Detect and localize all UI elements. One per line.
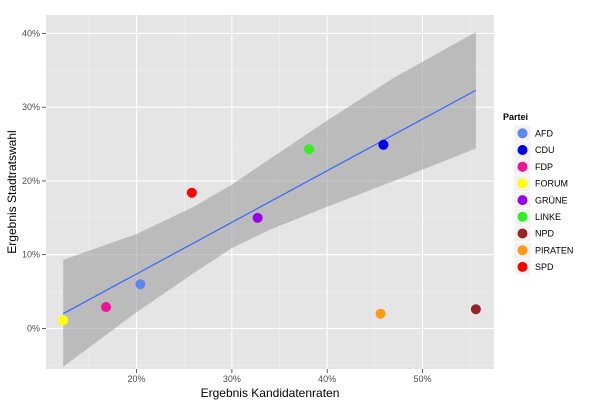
- y-tick-label: 30%: [22, 102, 40, 112]
- legend: Partei AFD CDU FDP FORUM GRÜNE LINKE NPD PIRATE…: [503, 112, 573, 276]
- legend-swatch-cdu: [517, 145, 528, 155]
- x-tick-label: 30%: [223, 374, 241, 384]
- point-fdp: [101, 302, 112, 313]
- point-cdu: [378, 139, 389, 150]
- legend-label: FORUM: [535, 179, 568, 189]
- x-tick-label: 20%: [128, 374, 146, 384]
- legend-items: AFD CDU FDP FORUM GRÜNE LINKE NPD PIRATEN SPD: [513, 124, 573, 276]
- point-afd: [135, 279, 146, 290]
- y-tick-label: 20%: [22, 176, 40, 186]
- y-axis-ticks: 0% 10% 20% 30% 40%: [22, 28, 46, 333]
- point-spd: [186, 187, 197, 198]
- legend-label: LINKE: [535, 212, 561, 222]
- legend-label: NPD: [535, 229, 555, 239]
- y-axis-title: Ergebnis Stadtratswahl: [5, 130, 19, 253]
- legend-swatch-fdp: [517, 161, 528, 172]
- y-tick-label: 0%: [27, 323, 40, 333]
- x-tick-label: 50%: [414, 374, 432, 384]
- confidence-band: [63, 31, 476, 367]
- point-linke: [304, 144, 315, 155]
- legend-label: SPD: [535, 262, 554, 272]
- legend-swatch-afd: [517, 128, 528, 139]
- legend-swatch-spd: [517, 261, 528, 272]
- x-axis-ticks: 20% 30% 40% 50%: [128, 369, 432, 384]
- legend-swatch-piraten: [517, 245, 528, 256]
- legend-label: PIRATEN: [535, 245, 573, 255]
- legend-swatch-linke: [517, 211, 528, 222]
- trend-line: [62, 89, 477, 315]
- point-forum: [58, 315, 69, 326]
- legend-title: Partei: [503, 112, 528, 122]
- legend-swatch-npd: [517, 228, 528, 239]
- data-points: [58, 139, 481, 326]
- point-grne: [252, 212, 263, 223]
- legend-label: AFD: [535, 129, 554, 139]
- x-axis-title: Ergebnis Kandidatenraten: [201, 386, 340, 400]
- x-tick-label: 40%: [318, 374, 336, 384]
- point-piraten: [375, 308, 386, 319]
- legend-label: GRÜNE: [535, 195, 568, 205]
- point-npd: [470, 304, 481, 315]
- y-tick-label: 10%: [22, 250, 40, 260]
- legend-label: FDP: [535, 162, 553, 172]
- legend-label: CDU: [535, 145, 555, 155]
- legend-swatch-grne: [517, 195, 528, 206]
- y-tick-label: 40%: [22, 28, 40, 38]
- legend-swatch-forum: [517, 178, 528, 189]
